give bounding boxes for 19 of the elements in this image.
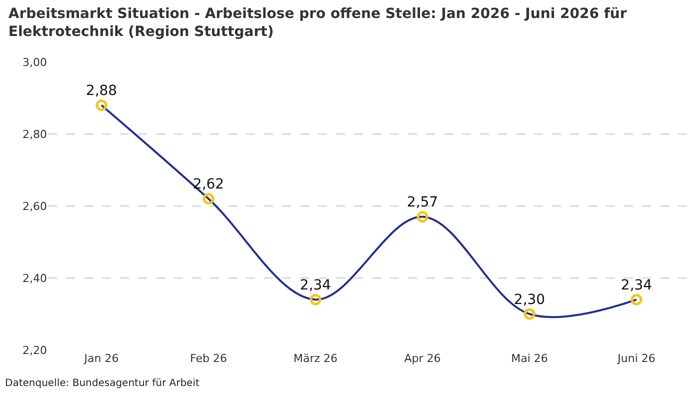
x-tick-label: März 26 (293, 352, 338, 365)
x-tick-label: Jan 26 (83, 352, 119, 365)
y-tick-label: 2,20 (22, 344, 47, 357)
x-tick-label: Juni 26 (616, 352, 656, 365)
data-label: 2,57 (406, 194, 438, 211)
y-tick-label: 2,60 (22, 200, 47, 213)
x-tick-label: Apr 26 (404, 352, 441, 365)
data-label: 2,34 (620, 277, 652, 294)
y-tick-label: 2,40 (22, 272, 47, 285)
x-tick-label: Mai 26 (511, 352, 548, 365)
x-tick-label: Feb 26 (190, 352, 227, 365)
data-label: 2,62 (192, 176, 224, 193)
text: Datenquelle: Bundesagentur für Arbeit (5, 378, 200, 389)
chart-title: Arbeitsmarkt Situation - Arbeitslose pro offene Stelle: Jan 2026 - Juni 2026 für Elektrotechnik (Region Stuttgart) (8, 6, 627, 40)
data-label: 2,34 (300, 277, 332, 294)
y-tick-label: 2,80 (22, 128, 47, 141)
y-tick-label: 3,00 (22, 56, 47, 69)
data-label: 2,30 (514, 292, 546, 308)
data-label: 2,88 (86, 83, 118, 100)
